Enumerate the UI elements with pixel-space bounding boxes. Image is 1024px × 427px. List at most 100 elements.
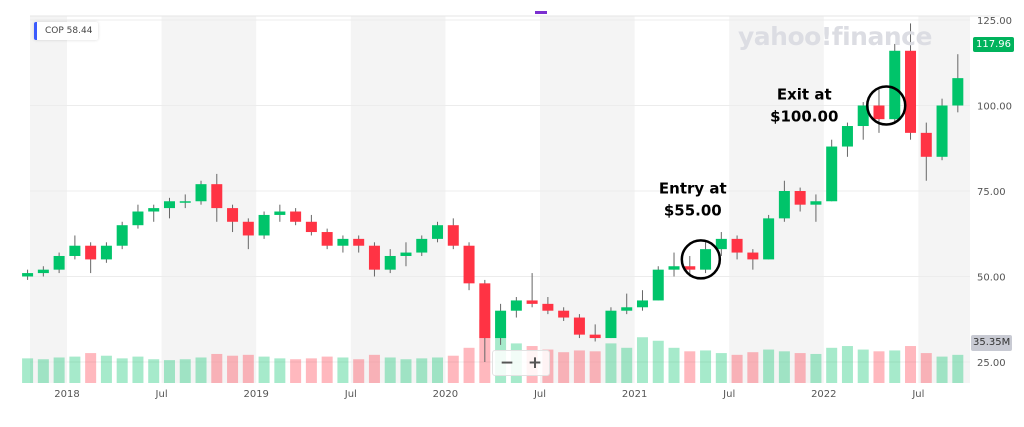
- candle-up: [337, 238, 349, 246]
- volume-bar: [778, 351, 790, 383]
- candle-down: [305, 221, 317, 233]
- candle-down: [684, 266, 696, 270]
- volume-bar: [242, 354, 254, 383]
- y-tick-label: 25.00: [977, 358, 1006, 369]
- candle-down: [242, 221, 254, 236]
- volume-bar: [652, 340, 664, 383]
- x-tick-label: Jul: [911, 389, 924, 400]
- ticker-symbol: COP: [45, 26, 64, 36]
- annotation-label: Exit at: [777, 86, 832, 104]
- zoom-in-button[interactable]: +: [527, 353, 543, 373]
- y-tick-label: 75.00: [977, 187, 1006, 198]
- volume-bar: [195, 357, 207, 383]
- volume-bar: [747, 352, 759, 383]
- volume-bar: [715, 353, 727, 383]
- candle-down: [731, 238, 743, 253]
- period-band: [350, 16, 446, 383]
- candle-down: [526, 300, 538, 304]
- volume-bar: [447, 355, 459, 383]
- ticker-value: 58.44: [66, 26, 93, 36]
- candle-down: [463, 245, 475, 284]
- candle-up: [416, 238, 428, 253]
- volume-bar: [179, 359, 191, 383]
- candle-up: [274, 211, 286, 215]
- volume-bar: [558, 352, 570, 383]
- candle-up: [936, 105, 948, 157]
- volume-bar: [952, 354, 964, 383]
- volume-bar: [463, 347, 475, 383]
- candle-up: [700, 249, 712, 270]
- annotation-circle: [680, 239, 722, 280]
- candle-up: [384, 255, 396, 270]
- candle-down: [211, 184, 223, 209]
- candle-down: [589, 334, 601, 339]
- volume-bar: [163, 360, 175, 383]
- candle-down: [542, 303, 554, 311]
- annotation-label: $55.00: [664, 201, 722, 219]
- volume-bar: [873, 351, 885, 383]
- volume-bar: [368, 354, 380, 383]
- candle-up: [258, 214, 270, 236]
- candle-up: [621, 307, 633, 311]
- volume-bar: [22, 358, 34, 383]
- candle-up: [826, 146, 838, 202]
- candle-down: [353, 238, 365, 246]
- candle-up: [116, 225, 128, 246]
- candle-down: [573, 317, 585, 335]
- volume-bar: [794, 353, 806, 383]
- period-band: [540, 16, 635, 383]
- candle-up: [715, 238, 727, 250]
- last-price-tag: 117.96: [973, 37, 1014, 52]
- candle-up: [53, 255, 65, 270]
- candle-up: [148, 208, 160, 212]
- annotation-label: Entry at: [659, 179, 727, 197]
- candle-up: [69, 245, 81, 256]
- volume-bar: [700, 350, 712, 383]
- candle-up: [179, 201, 191, 203]
- volume-bar: [936, 356, 948, 383]
- period-band: [918, 16, 970, 383]
- volume-bar: [85, 353, 97, 383]
- volume-bar: [258, 356, 270, 383]
- candle-up: [778, 191, 790, 219]
- annotation-label: $100.00: [770, 108, 838, 126]
- top-indicator: [535, 11, 547, 14]
- candle-up: [857, 105, 869, 127]
- volume-bar: [69, 356, 81, 383]
- annotation-circle: [865, 85, 907, 126]
- volume-bar: [810, 353, 822, 383]
- candle-up: [100, 245, 112, 260]
- period-band: [161, 16, 257, 383]
- volume-bar: [621, 347, 633, 383]
- candle-up: [763, 218, 775, 260]
- volume-bar: [53, 357, 65, 383]
- volume-bar: [605, 343, 617, 383]
- zoom-out-button[interactable]: −: [499, 353, 515, 373]
- candle-up: [605, 310, 617, 339]
- volume-bar: [305, 358, 317, 383]
- candle-up: [652, 269, 664, 301]
- y-tick-label: 125.00: [977, 16, 1012, 27]
- y-tick-label: 100.00: [977, 102, 1012, 113]
- volume-bar: [857, 349, 869, 383]
- yahoo-finance-logo: yahoo!finance: [738, 22, 932, 51]
- volume-bar: [589, 351, 601, 383]
- x-tick-label: 2021: [622, 389, 647, 400]
- candle-down: [794, 191, 806, 205]
- candle-down: [905, 50, 917, 133]
- candle-up: [668, 266, 680, 270]
- volume-bar: [889, 350, 901, 383]
- volume-bar: [905, 346, 917, 383]
- volume-bar: [116, 358, 128, 383]
- volume-bar: [416, 358, 428, 383]
- volume-bar: [384, 357, 396, 383]
- candle-up: [400, 252, 412, 256]
- candle-up: [495, 310, 507, 339]
- candle-down: [558, 310, 570, 318]
- candle-up: [510, 300, 522, 311]
- volume-bar: [132, 356, 144, 383]
- candle-down: [747, 252, 759, 260]
- volume-bar: [731, 354, 743, 383]
- candle-down: [85, 245, 97, 260]
